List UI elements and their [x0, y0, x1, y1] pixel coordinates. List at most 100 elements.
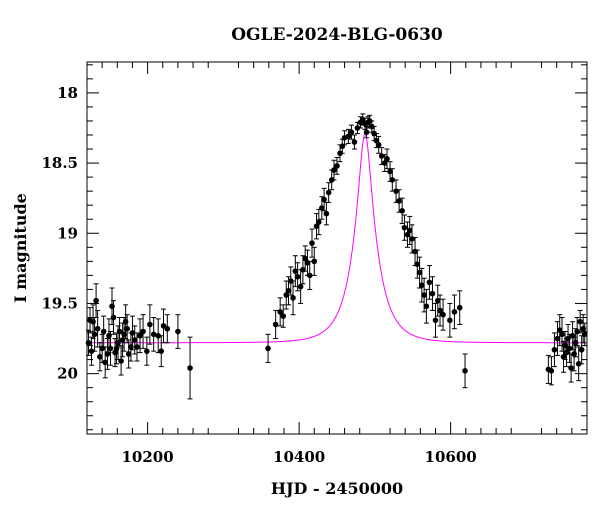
- point-marker: [107, 345, 114, 352]
- point-marker: [416, 269, 423, 276]
- point-marker: [393, 188, 399, 194]
- data-point: [556, 314, 563, 347]
- point-marker: [277, 309, 283, 315]
- data-point: [300, 255, 306, 285]
- point-marker: [91, 331, 98, 338]
- data-point: [323, 201, 330, 226]
- data-point: [292, 255, 299, 288]
- point-marker: [285, 288, 292, 294]
- data-point: [94, 309, 101, 348]
- point-marker: [129, 330, 136, 336]
- point-marker: [306, 272, 313, 279]
- data-point: [581, 322, 588, 347]
- point-marker: [325, 189, 332, 196]
- data-point: [147, 304, 153, 345]
- point-marker: [265, 345, 271, 352]
- y-axis-label: I magnitude: [11, 193, 30, 303]
- data-point: [401, 214, 408, 241]
- data-point: [187, 336, 193, 400]
- point-marker: [578, 346, 585, 353]
- data-point: [357, 116, 364, 129]
- point-marker: [131, 337, 138, 343]
- point-marker: [348, 129, 355, 135]
- data-point: [102, 346, 108, 379]
- point-marker: [93, 297, 99, 304]
- data-point: [345, 128, 352, 144]
- point-marker: [272, 321, 279, 328]
- point-marker: [316, 219, 322, 225]
- data-point: [426, 265, 433, 300]
- point-marker: [164, 325, 171, 332]
- point-marker: [100, 328, 107, 335]
- point-marker: [559, 331, 565, 338]
- point-marker: [313, 223, 320, 230]
- data-point: [91, 316, 98, 352]
- data-point: [554, 321, 561, 356]
- point-marker: [414, 261, 421, 267]
- point-marker: [319, 205, 325, 211]
- data-point: [110, 300, 117, 335]
- point-marker: [381, 160, 388, 166]
- point-marker: [421, 292, 427, 298]
- point-marker: [451, 309, 458, 315]
- point-marker: [568, 365, 574, 371]
- data-point: [150, 316, 157, 352]
- point-marker: [297, 283, 304, 290]
- data-point: [158, 335, 165, 368]
- data-point: [125, 339, 132, 369]
- point-marker: [118, 358, 124, 364]
- point-marker: [423, 303, 430, 310]
- data-point: [375, 135, 382, 154]
- point-marker: [292, 268, 299, 274]
- plot-frame: [86, 61, 588, 435]
- point-marker: [155, 332, 162, 339]
- point-marker: [409, 236, 415, 242]
- data-point: [325, 182, 332, 203]
- y-tick-label: 19.5: [41, 294, 78, 312]
- data-point: [456, 290, 463, 326]
- point-marker: [434, 297, 441, 304]
- data-point: [551, 332, 558, 368]
- data-point: [164, 314, 171, 344]
- data-point: [107, 331, 114, 366]
- data-points-layer: [85, 113, 588, 400]
- data-point: [155, 318, 162, 354]
- data-point: [354, 121, 361, 135]
- point-marker: [140, 328, 146, 335]
- data-point: [137, 318, 143, 354]
- point-marker: [125, 351, 132, 357]
- point-marker: [396, 198, 402, 204]
- point-marker: [124, 325, 130, 332]
- point-marker: [147, 321, 153, 328]
- data-point: [578, 335, 585, 365]
- data-point: [331, 159, 337, 181]
- data-point: [134, 332, 140, 362]
- point-marker: [429, 290, 436, 297]
- data-point: [175, 314, 181, 349]
- point-marker: [574, 328, 580, 335]
- data-point: [575, 346, 582, 382]
- data-point: [404, 221, 411, 248]
- point-marker: [404, 231, 411, 238]
- x-tick-label: 10600: [425, 448, 477, 466]
- data-point: [309, 228, 315, 258]
- chart-title: OGLE-2024-BLG-0630: [231, 25, 443, 45]
- data-point: [272, 309, 279, 340]
- point-marker: [581, 331, 588, 338]
- data-point: [348, 124, 355, 140]
- data-point: [389, 168, 396, 192]
- model-layer: [87, 132, 587, 344]
- y-tick-label: 18: [57, 84, 78, 102]
- point-marker: [554, 335, 561, 342]
- point-marker: [401, 224, 408, 231]
- data-point: [399, 197, 405, 224]
- point-marker: [387, 168, 393, 175]
- data-point: [316, 208, 322, 236]
- data-point: [277, 297, 283, 327]
- data-point: [265, 333, 271, 363]
- point-marker: [440, 311, 446, 318]
- point-marker: [363, 129, 370, 135]
- point-marker: [577, 318, 583, 325]
- point-marker: [345, 133, 352, 140]
- point-marker: [384, 156, 390, 162]
